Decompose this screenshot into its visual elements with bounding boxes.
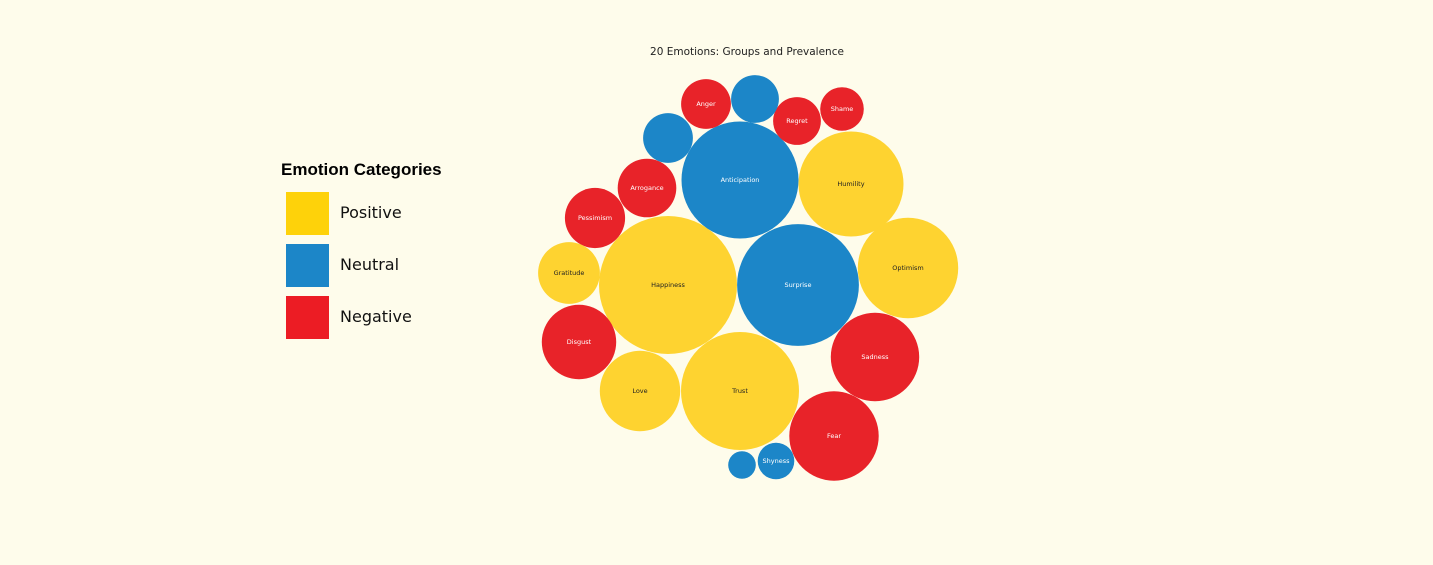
- legend-title: Emotion Categories: [281, 160, 442, 179]
- bubble-circle-shyness: [757, 442, 795, 480]
- bubble-circle-sadness: [830, 312, 920, 402]
- bubble-label-anticipation: Anticipation: [721, 176, 760, 184]
- bubble-circle-anger: [681, 79, 731, 129]
- bubble-disgust: Disgust: [541, 304, 617, 380]
- legend-swatch-negative: [286, 296, 329, 339]
- bubble-gratitude: Gratitude: [538, 242, 600, 304]
- bubble-circle-shame: [820, 87, 864, 131]
- bubble-label-anger: Anger: [696, 100, 716, 108]
- bubble-fear: Fear: [789, 391, 879, 481]
- bubble-love: Love: [599, 350, 681, 432]
- bubble-circle-trust: [681, 332, 799, 450]
- bubble-circle-regret: [773, 97, 821, 145]
- bubble-label-surprise: Surprise: [785, 281, 812, 289]
- bubble-shyness: Shyness: [757, 442, 795, 480]
- bubble-label-pessimism: Pessimism: [578, 214, 612, 222]
- bubble-label-sadness: Sadness: [861, 353, 889, 361]
- bubble-shame: Shame: [820, 87, 864, 131]
- legend-item-neutral: Neutral: [280, 244, 442, 287]
- bubble-circle-gratitude: [538, 242, 600, 304]
- bubble-label-shyness: Shyness: [763, 457, 791, 465]
- bubble-unlabeled-17: [643, 113, 693, 163]
- bubble-label-arrogance: Arrogance: [630, 184, 663, 192]
- bubble-pessimism: Pessimism: [564, 187, 626, 249]
- bubble-label-disgust: Disgust: [567, 338, 592, 346]
- bubble-circle-unlabeled-18: [731, 75, 779, 123]
- legend-item-positive: Positive: [280, 192, 442, 235]
- bubble-circle-happiness: [599, 216, 737, 354]
- bubble-optimism: Optimism: [857, 217, 959, 319]
- bubble-label-trust: Trust: [731, 387, 748, 395]
- bubble-trust: Trust: [681, 332, 799, 450]
- bubble-circle-surprise: [737, 224, 859, 346]
- bubble-unlabeled-18: [731, 75, 779, 123]
- bubble-circle-optimism: [857, 217, 959, 319]
- legend-item-negative: Negative: [280, 296, 442, 339]
- bubble-anger: Anger: [681, 79, 731, 129]
- bubble-label-shame: Shame: [831, 105, 854, 113]
- legend-label-positive: Positive: [340, 203, 402, 222]
- chart-title: 20 Emotions: Groups and Prevalence: [650, 46, 844, 58]
- bubble-label-regret: Regret: [786, 117, 808, 125]
- bubble-circle-unlabeled-17: [643, 113, 693, 163]
- bubble-circle-arrogance: [617, 158, 677, 218]
- bubble-label-gratitude: Gratitude: [554, 269, 585, 277]
- bubble-unlabeled-20: [728, 451, 756, 479]
- bubble-happiness: Happiness: [599, 216, 737, 354]
- bubble-circle-pessimism: [564, 187, 626, 249]
- bubble-sadness: Sadness: [830, 312, 920, 402]
- legend-label-neutral: Neutral: [340, 255, 400, 274]
- bubble-circle-fear: [789, 391, 879, 481]
- bubble-label-love: Love: [632, 387, 647, 395]
- legend-swatch-neutral: [286, 244, 329, 287]
- bubble-label-humility: Humility: [837, 180, 864, 188]
- bubble-arrogance: Arrogance: [617, 158, 677, 218]
- bubble-regret: Regret: [773, 97, 821, 145]
- bubble-circle-unlabeled-20: [728, 451, 756, 479]
- bubble-label-optimism: Optimism: [892, 264, 923, 272]
- bubble-circle-love: [599, 350, 681, 432]
- bubble-circle-disgust: [541, 304, 617, 380]
- legend: Emotion Categories Positive Neutral Nega…: [280, 160, 442, 348]
- bubble-circle-humility: [798, 131, 904, 237]
- bubble-surprise: Surprise: [737, 224, 859, 346]
- bubble-circle-anticipation: [681, 121, 799, 239]
- bubble-anticipation: Anticipation: [681, 121, 799, 239]
- bubble-label-happiness: Happiness: [651, 281, 685, 289]
- legend-label-negative: Negative: [340, 307, 412, 326]
- legend-swatch-positive: [286, 192, 329, 235]
- bubble-label-fear: Fear: [827, 432, 841, 440]
- bubble-humility: Humility: [798, 131, 904, 237]
